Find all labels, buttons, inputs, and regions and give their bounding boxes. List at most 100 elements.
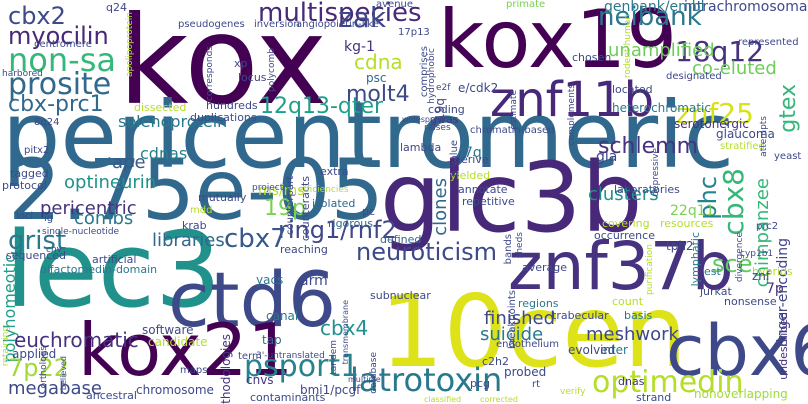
word-jurkat: jurkat <box>700 285 732 298</box>
word-lec3: lec3 <box>5 209 222 331</box>
word-repetitive: repetitive <box>462 195 515 208</box>
word-endothelium: endothelium <box>496 339 560 350</box>
word-nonsense: nonsense <box>724 295 777 308</box>
word-pc: pc <box>362 205 376 218</box>
word-regions: regions <box>518 297 559 310</box>
word-co-eluted: co-eluted <box>692 58 777 79</box>
word-divergence: divergence <box>735 232 745 283</box>
word-project: project <box>252 183 284 193</box>
word-ape: ape <box>112 152 146 173</box>
word-laboratories: laboratories <box>614 183 680 196</box>
word-undescribed: undescribed <box>777 312 790 380</box>
word-pericentric: pericentric <box>40 198 137 219</box>
word-glaucoma: glaucoma <box>716 127 775 141</box>
word-cbx8: cbx8 <box>717 168 750 236</box>
word-kox19: kox19 <box>438 0 678 86</box>
word-non-sa: non-sa <box>8 41 116 79</box>
word-chromosome: chromosome <box>136 383 214 397</box>
word-believed: believed <box>59 356 68 391</box>
word-3-untranslated: 3'-untranslated <box>256 351 325 361</box>
word-cbx4: cbx4 <box>320 316 369 340</box>
word-contaminants: contaminants <box>250 391 326 404</box>
word-inversion: inversion <box>254 19 300 30</box>
word-verify: verify <box>560 387 586 397</box>
word-latrotoxin: latrotoxin <box>350 361 503 399</box>
word-orthologs: orthologs <box>39 346 49 389</box>
word-cdnas: cdnas <box>140 144 188 163</box>
word-ig: ig <box>44 213 54 224</box>
word-software: software <box>142 323 194 337</box>
word-database: database <box>369 352 379 394</box>
word-19p: 19p <box>264 196 306 221</box>
word-prc2: prc2 <box>756 221 779 232</box>
word-clusters: clusters <box>588 184 659 205</box>
word-average: average <box>522 261 568 274</box>
word-chromatin-based: chromatin-based <box>470 125 555 136</box>
word-counterpart: counterpart <box>285 176 296 235</box>
word-megabase: megabase <box>8 378 102 399</box>
word-lambda: lambda <box>400 141 442 154</box>
word-cnv: cnv <box>46 245 62 255</box>
word-schlemm: schlemm <box>598 134 699 159</box>
word-complements: complements <box>567 84 577 146</box>
word-kg-1: kg-1 <box>344 39 375 55</box>
word-grist: grist <box>8 226 67 256</box>
word-rodent-human: rodent-human <box>623 14 633 79</box>
word-kox: kox <box>118 0 328 132</box>
word-cyp1b1: cyp1b1 <box>740 249 774 259</box>
word-corrected: corrected <box>480 395 519 404</box>
word-selenoprotein: selenoprotein <box>118 112 228 131</box>
word-tph2: tph2 <box>666 239 694 253</box>
word-mdd: mdd <box>190 205 213 216</box>
word-xp: xp <box>234 57 248 70</box>
word-extra: extra <box>320 165 349 178</box>
word-single-nucleotide: single-nucleotide <box>42 227 120 237</box>
word-unamplified: unamplified <box>608 40 715 61</box>
word-ctd6: ctd6 <box>168 255 337 344</box>
word-efficiencies: efficiencies <box>298 185 349 195</box>
word-cbx-prc1: cbx-prc1 <box>8 92 104 117</box>
word-mutually: mutually <box>198 191 247 204</box>
word-10cen: 10cen <box>380 273 688 390</box>
word-combs: combs <box>74 208 134 229</box>
word-trabecular: trabecular <box>552 309 609 322</box>
word-defined: defined <box>380 233 422 246</box>
word-18q12: 18q12 <box>675 35 765 68</box>
word-located: located <box>612 83 653 96</box>
word-candidate: candidate <box>148 335 208 349</box>
word-estimate: estimate <box>509 90 519 130</box>
word-olfactomedin-domain: olfactomedin-domain <box>40 263 158 276</box>
word-multiple: multiple <box>348 375 381 384</box>
word-tap: tap <box>262 333 282 347</box>
word-gla: gla <box>596 149 618 165</box>
word-p-value: p-value <box>449 140 460 178</box>
word-pseudogenes: pseudogenes <box>178 19 245 30</box>
word-yacs: yacs <box>256 273 284 287</box>
word-znf11b: znf11b <box>490 72 655 128</box>
word-apolipoprotein: apolipoprotein <box>125 12 135 77</box>
word-neibank: neibank <box>598 2 702 32</box>
word-widespread: widespread <box>402 115 449 124</box>
word-represented: represented <box>738 37 799 48</box>
word-yielded: yielded <box>450 169 491 182</box>
word-protocol: protocol <box>2 179 47 192</box>
word-prosite: prosite <box>8 67 112 102</box>
word-lymphatic: lymphatic <box>689 232 702 287</box>
word-7p22: 7p22 <box>8 354 70 382</box>
word-multispecies: multispecies <box>258 0 422 28</box>
word-attempts: attempts <box>759 116 769 157</box>
word-tandem: tandem <box>329 340 339 375</box>
word-polycomb: polycomb <box>267 48 277 92</box>
word-rt: rt <box>532 379 541 390</box>
word-17p13: 17p13 <box>398 27 430 38</box>
word-c2h2: c2h2 <box>482 355 510 368</box>
word-pcg: pcg <box>470 377 491 390</box>
word-znf25: znf25 <box>676 97 754 130</box>
word-count: count <box>612 295 644 308</box>
word-22q11: 22q11 <box>670 203 715 219</box>
word-classified: classified <box>424 395 462 404</box>
word-e2f: e2f <box>436 83 451 93</box>
word-genbank-embl: genbank/embl <box>604 0 705 15</box>
word-reaching: reaching <box>280 243 328 256</box>
word-hydrophobic: hydrophobic <box>427 48 437 104</box>
